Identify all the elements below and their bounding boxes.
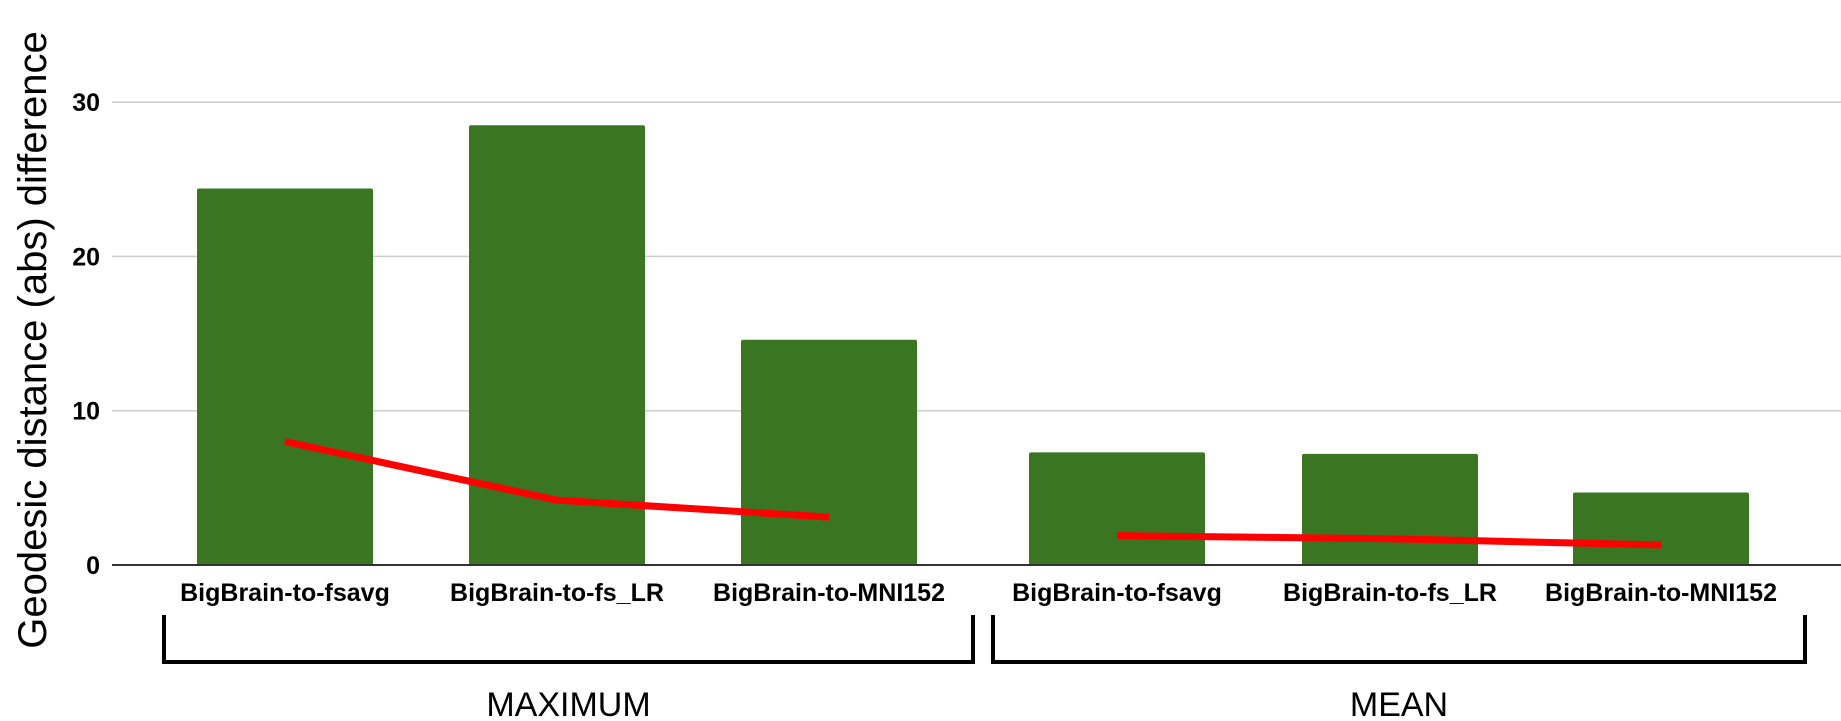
y-axis-ticks: 0 10 20 30 <box>72 89 100 580</box>
x-tick-label: BigBrain-to-MNI152 <box>1545 579 1777 607</box>
group-label: MEAN <box>1350 686 1448 721</box>
grid-lines <box>112 101 1841 412</box>
series-line <box>284 438 830 521</box>
bars <box>197 125 1749 566</box>
x-tick-label: BigBrain-to-fsavg <box>1012 579 1222 607</box>
trend-lines <box>284 438 1662 549</box>
category-labels: BigBrain-to-fsavg BigBrain-to-fs_LR BigBra… <box>180 579 1777 607</box>
group-bracket <box>991 615 1807 664</box>
group-label: MAXIMUM <box>486 686 650 721</box>
bar <box>197 188 373 565</box>
y-tick-label: 10 <box>72 398 100 426</box>
bar <box>1302 453 1478 565</box>
y-tick-label: 20 <box>72 243 100 271</box>
group-bracket <box>162 615 975 664</box>
y-tick-label: 0 <box>86 552 100 580</box>
y-tick-label: 30 <box>72 89 100 117</box>
x-tick-label: BigBrain-to-fs_LR <box>450 579 664 607</box>
y-axis-label: Geodesic distance (abs) difference <box>11 31 55 648</box>
group-brackets: MAXIMUM MEAN <box>162 615 1807 721</box>
series-line <box>1116 532 1662 549</box>
x-tick-label: BigBrain-to-fsavg <box>180 579 390 607</box>
bar <box>741 339 917 565</box>
x-tick-label: BigBrain-to-fs_LR <box>1283 579 1497 607</box>
bar <box>1573 492 1749 565</box>
bar <box>469 125 645 566</box>
bar <box>1029 452 1205 565</box>
x-tick-label: BigBrain-to-MNI152 <box>713 579 945 607</box>
